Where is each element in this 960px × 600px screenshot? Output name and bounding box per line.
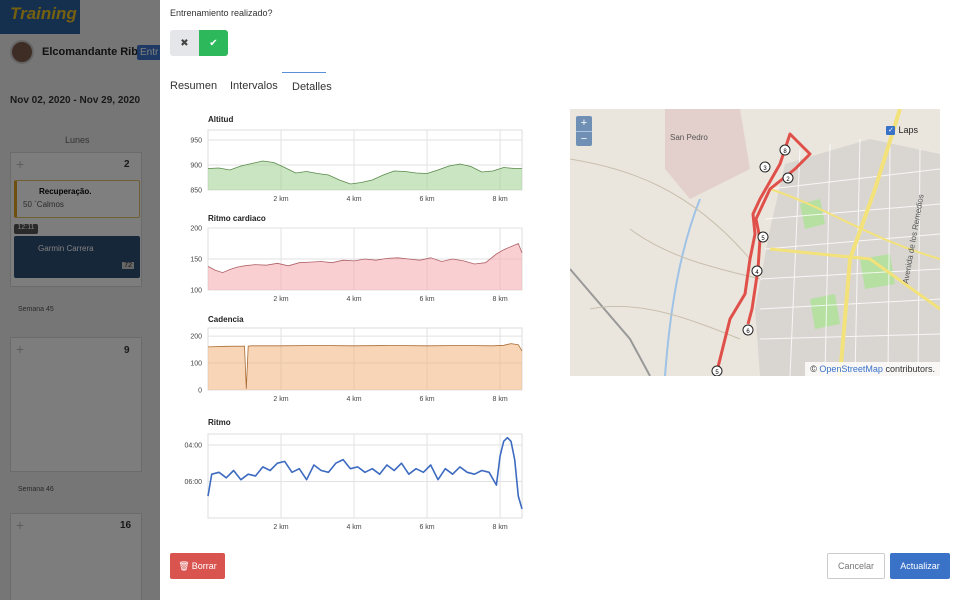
- x-tick-label: 2 km: [273, 396, 288, 403]
- y-tick-label: 200: [190, 226, 202, 233]
- main-road: [769, 188, 940, 260]
- chart-title-heart-rate: Ritmo cardiaco: [208, 214, 266, 223]
- series-line: [207, 242, 523, 274]
- river: [664, 198, 701, 376]
- series-area: [208, 243, 522, 290]
- delete-button[interactable]: 🗑 Borrar: [170, 553, 225, 579]
- altitude-chart: 850 900 950 2 km 4 km 6 km 8 km: [190, 129, 523, 203]
- urban-area: [665, 109, 750, 199]
- tab-bar: Resumen Intervalos Detalles: [160, 72, 332, 98]
- lap-marker[interactable]: 4: [755, 270, 759, 276]
- check-icon: ✔: [209, 37, 218, 49]
- cadence-chart: 0 100 200 2 km 4 km 6 km 8 km: [190, 327, 523, 403]
- x-tick-label: 8 km: [493, 524, 508, 531]
- workout-modal: Entrenamiento realizado? ✖ ✔ Resumen Int…: [160, 0, 960, 600]
- y-tick-label: 0: [198, 388, 202, 395]
- series-area: [208, 343, 522, 390]
- lap-marker[interactable]: 2: [786, 177, 790, 183]
- main-road: [769, 247, 940, 311]
- lap-marker[interactable]: 6: [746, 329, 750, 335]
- y-tick-label: 850: [190, 188, 202, 195]
- zoom-out-button[interactable]: −: [576, 131, 592, 146]
- x-tick-label: 4 km: [346, 296, 361, 303]
- y-tick-label: 100: [190, 361, 202, 368]
- x-tick-label: 8 km: [493, 296, 508, 303]
- x-tick-label: 4 km: [346, 396, 361, 403]
- x-tick-label: 2 km: [273, 296, 288, 303]
- plot-area: [207, 433, 523, 519]
- series-line: [207, 160, 522, 185]
- zoom-in-button[interactable]: +: [580, 117, 588, 129]
- trash-icon: 🗑: [178, 560, 190, 571]
- toggle-yes-button[interactable]: ✔: [199, 30, 228, 56]
- park-area: [800, 199, 825, 229]
- y-tick-label: 06:00: [184, 479, 202, 486]
- lap-marker[interactable]: 3: [763, 166, 767, 172]
- park-area: [810, 294, 840, 329]
- route-map[interactable]: San Pedro Avenida de los Remedios 8 3 2 …: [570, 109, 940, 376]
- x-tick-label: 4 km: [346, 196, 361, 203]
- track: [570, 158, 761, 340]
- heart-rate-chart: 100 150 200 2 km 4 km 6 km 8 km: [190, 226, 523, 303]
- x-tick-label: 6 km: [419, 524, 434, 531]
- completed-toggle: ✖ ✔: [170, 30, 228, 56]
- y-tick-label: 900: [190, 163, 202, 170]
- main-road: [838, 109, 902, 376]
- zoom-control: + −: [576, 116, 592, 146]
- tab-detalles[interactable]: Detalles: [282, 72, 332, 98]
- lap-markers: 8 3 2 5 4 6 5: [711, 144, 794, 376]
- x-tick-label: 6 km: [419, 296, 434, 303]
- y-tick-label: 950: [190, 138, 202, 145]
- place-label-san-pedro: San Pedro: [670, 133, 708, 142]
- y-tick-label: 150: [190, 257, 202, 264]
- update-button[interactable]: Actualizar: [890, 553, 950, 579]
- lap-marker[interactable]: 5: [761, 236, 765, 242]
- series-line: [207, 436, 523, 510]
- x-tick-label: 4 km: [346, 524, 361, 531]
- osm-link[interactable]: OpenStreetMap: [819, 364, 883, 374]
- laps-toggle[interactable]: ✓ Laps: [886, 125, 918, 135]
- railway: [570, 268, 651, 376]
- tab-intervalos[interactable]: Intervalos: [230, 80, 278, 92]
- toggle-no-button[interactable]: ✖: [170, 30, 199, 56]
- completed-question: Entrenamiento realizado?: [170, 8, 273, 18]
- x-tick-label: 8 km: [493, 396, 508, 403]
- route-line: [715, 132, 812, 372]
- lap-marker[interactable]: 8: [783, 149, 787, 155]
- tab-resumen[interactable]: Resumen: [170, 80, 218, 92]
- chart-title-pace: Ritmo: [208, 418, 231, 427]
- y-tick-label: 100: [190, 288, 202, 295]
- park-area: [860, 254, 895, 289]
- close-icon: ✖: [180, 37, 189, 49]
- delete-label: Borrar: [191, 561, 217, 571]
- x-tick-label: 6 km: [419, 196, 434, 203]
- copyright-symbol: ©: [810, 364, 817, 374]
- attribution-text: contributors.: [885, 364, 935, 374]
- x-tick-label: 8 km: [493, 196, 508, 203]
- x-tick-label: 2 km: [273, 524, 288, 531]
- cancel-button[interactable]: Cancelar: [827, 553, 885, 579]
- map-canvas: San Pedro Avenida de los Remedios 8 3 2 …: [570, 109, 940, 376]
- x-tick-label: 6 km: [419, 396, 434, 403]
- map-attribution: © OpenStreetMap contributors.: [805, 362, 940, 376]
- lap-marker[interactable]: 5: [715, 370, 719, 376]
- chart-title-cadence: Cadencia: [208, 315, 244, 324]
- chart-title-altitud: Altitud: [208, 115, 234, 124]
- y-tick-label: 04:00: [184, 442, 202, 449]
- pace-chart: 04:00 06:00 2 km 4 km 6 km 8 km: [184, 433, 523, 531]
- checkbox-checked-icon[interactable]: ✓: [886, 125, 896, 135]
- laps-label: Laps: [898, 125, 918, 135]
- series-line: [207, 343, 523, 389]
- y-tick-label: 200: [190, 334, 202, 341]
- x-tick-label: 2 km: [273, 196, 288, 203]
